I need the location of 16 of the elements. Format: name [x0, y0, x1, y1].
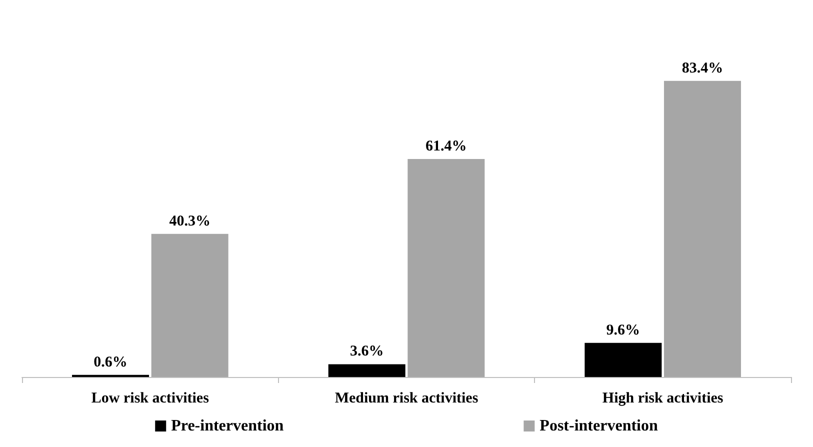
data-label: 9.6%: [606, 322, 640, 338]
bar: [151, 234, 228, 377]
bar: [328, 364, 406, 377]
data-label: 61.4%: [426, 138, 467, 155]
bar: [664, 80, 741, 377]
legend-label: Pre-intervention: [171, 418, 284, 434]
x-tick-label: High risk activities: [602, 390, 724, 406]
data-label: 0.6%: [94, 354, 128, 370]
legend-label: Post-intervention: [540, 418, 658, 434]
data-label: 3.6%: [350, 344, 384, 360]
bar: [584, 342, 662, 377]
bar: [408, 159, 485, 377]
x-tick-label: Medium risk activities: [334, 390, 478, 406]
data-label: 83.4%: [682, 60, 724, 76]
data-label: 40.3%: [169, 213, 210, 230]
x-tick-label: Low risk activities: [91, 390, 210, 406]
